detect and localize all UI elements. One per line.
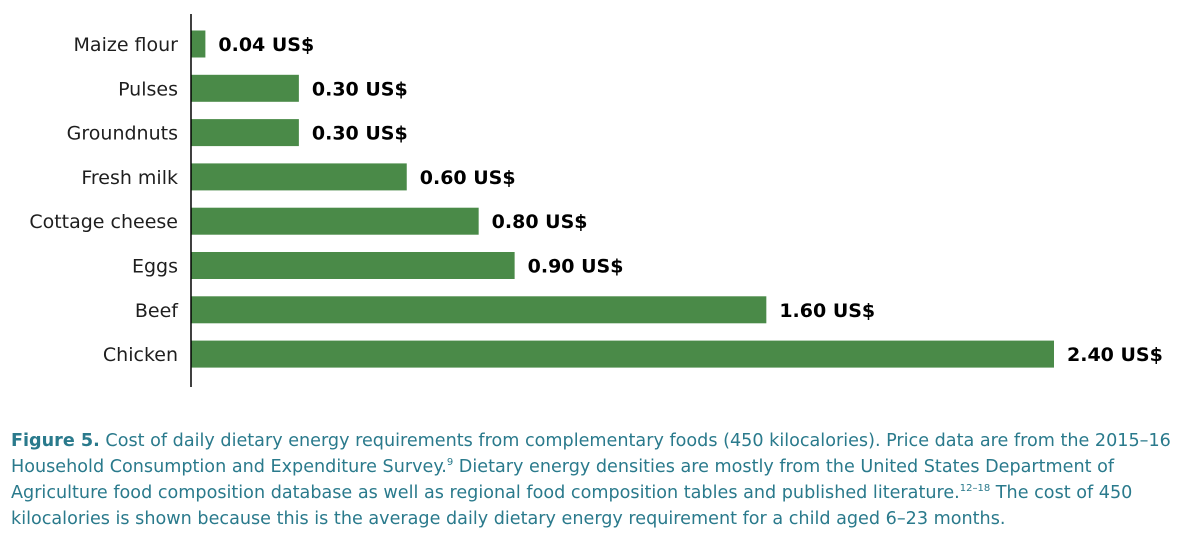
value-label-pulses: 0.30 US$: [312, 78, 408, 100]
value-label-beef: 1.60 US$: [779, 300, 875, 322]
value-label-groundnuts: 0.30 US$: [312, 123, 408, 145]
value-label-eggs: 0.90 US$: [528, 256, 624, 278]
category-label-fresh-milk: Fresh milk: [81, 167, 178, 189]
category-label-eggs: Eggs: [132, 256, 178, 278]
caption-ref-2: 12–18: [959, 483, 991, 495]
figure-label: Figure 5.: [11, 431, 100, 451]
category-label-groundnuts: Groundnuts: [67, 123, 178, 145]
bar-chicken: [191, 340, 1054, 368]
caption-text-2: Dietary energy densities are mostly from…: [11, 457, 1115, 503]
category-label-maize-flour: Maize flour: [74, 34, 179, 56]
category-label-cottage-cheese: Cottage cheese: [29, 211, 178, 233]
value-label-fresh-milk: 0.60 US$: [420, 167, 516, 189]
figure-caption: Figure 5. Cost of daily dietary energy r…: [11, 428, 1191, 532]
category-label-pulses: Pulses: [118, 78, 178, 100]
bar-chart: Maize flour 0.04 US$ Pulses 0.30 US$ Groundn…: [29, 14, 1163, 387]
caption-text-3: The cost of 450 kilocalories is shown be…: [11, 483, 1133, 529]
category-label-chicken: Chicken: [103, 344, 178, 366]
bar-eggs: [191, 252, 515, 279]
caption-text-1: Cost of daily dietary energy requirement…: [11, 431, 1171, 477]
caption-ref-1: 9: [446, 457, 454, 469]
chart-svg: Maize flour 0.04 US$ Pulses 0.30 US$ Groundn…: [29, 14, 1163, 387]
bar-groundnuts: [191, 119, 299, 147]
value-label-maize-flour: 0.04 US$: [218, 34, 314, 56]
value-label-chicken: 2.40 US$: [1067, 344, 1163, 366]
category-label-beef: Beef: [135, 300, 179, 322]
bar-maize-flour: [191, 30, 206, 58]
bar-pulses: [191, 74, 299, 102]
bar-cottage-cheese: [191, 207, 479, 235]
bar-beef: [191, 296, 767, 324]
value-label-cottage-cheese: 0.80 US$: [492, 211, 588, 233]
bar-fresh-milk: [191, 163, 407, 191]
